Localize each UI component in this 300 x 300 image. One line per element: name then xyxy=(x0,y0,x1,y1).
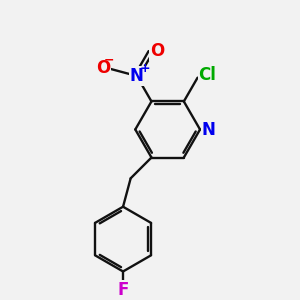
Text: F: F xyxy=(117,281,129,299)
Text: +: + xyxy=(139,61,150,75)
Text: O: O xyxy=(96,59,110,77)
Text: N: N xyxy=(202,122,216,140)
Text: N: N xyxy=(130,67,144,85)
Text: Cl: Cl xyxy=(198,66,216,84)
Text: O: O xyxy=(150,42,164,60)
Text: −: − xyxy=(104,53,115,67)
